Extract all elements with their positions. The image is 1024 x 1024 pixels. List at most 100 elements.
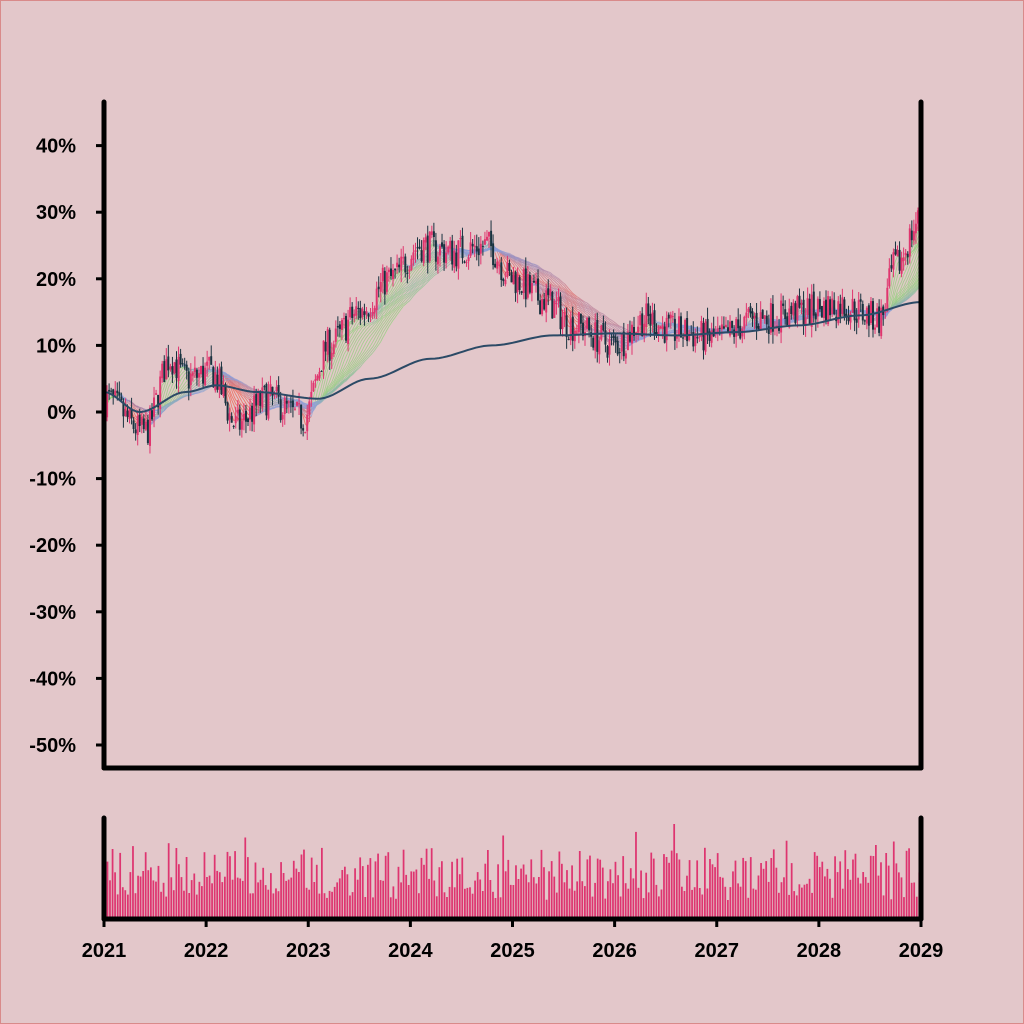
ribbon-segment xyxy=(423,264,427,267)
ribbon-segment xyxy=(325,369,329,379)
ribbon-segment xyxy=(541,287,545,290)
ribbon-segment xyxy=(907,287,911,292)
ribbon-segment xyxy=(554,288,557,292)
ribbon-segment xyxy=(382,311,386,315)
ribbon-segment xyxy=(905,278,909,283)
ribbon-segment xyxy=(239,386,243,390)
ribbon-segment xyxy=(227,379,230,384)
ribbon-segment xyxy=(339,366,343,373)
ribbon-segment xyxy=(502,262,506,269)
ribbon-segment xyxy=(413,282,416,285)
ribbon-segment xyxy=(310,410,314,414)
ribbon-segment xyxy=(245,394,249,397)
ribbon-segment xyxy=(392,298,396,302)
ribbon-segment xyxy=(411,284,414,287)
ribbon-segment xyxy=(235,394,239,399)
ribbon-segment xyxy=(227,380,230,386)
ribbon-segment xyxy=(899,298,902,302)
ribbon-segment xyxy=(909,281,913,286)
ribbon-segment xyxy=(746,326,749,329)
ribbon-segment xyxy=(388,304,392,308)
ribbon-segment xyxy=(890,292,894,301)
ribbon-segment xyxy=(394,298,398,302)
ribbon-segment xyxy=(899,286,903,292)
ribbon-segment xyxy=(915,246,919,252)
ribbon-segment xyxy=(484,241,488,247)
ribbon-segment xyxy=(431,252,435,255)
ribbon-segment xyxy=(511,261,514,265)
ribbon-segment xyxy=(394,290,398,294)
ribbon-segment xyxy=(392,294,396,298)
ribbon-segment xyxy=(178,395,181,399)
ribbon-segment xyxy=(415,262,418,266)
ribbon-segment xyxy=(586,314,590,317)
ribbon-segment xyxy=(519,264,523,268)
ribbon-segment xyxy=(903,282,907,288)
ribbon-segment xyxy=(325,378,329,388)
ribbon-segment xyxy=(169,384,173,391)
ribbon-segment xyxy=(374,320,377,323)
ribbon-segment xyxy=(384,305,388,309)
ribbon-segment xyxy=(368,322,371,326)
ribbon-segment xyxy=(335,352,339,358)
ribbon-segment xyxy=(409,284,412,288)
ribbon-segment xyxy=(337,380,341,385)
ribbon-segment xyxy=(235,385,238,387)
ribbon-segment xyxy=(417,271,420,275)
ribbon-segment xyxy=(750,326,753,329)
ribbon-segment xyxy=(897,278,901,286)
ribbon-segment xyxy=(325,387,329,394)
ribbon-segment xyxy=(386,306,390,310)
ribbon-segment xyxy=(388,302,392,306)
ribbon-segment xyxy=(396,284,400,289)
ribbon-segment xyxy=(390,304,394,307)
ribbon-segment xyxy=(372,327,375,331)
ribbon-segment xyxy=(245,403,249,407)
ribbon-segment xyxy=(355,336,359,341)
ribbon-segment xyxy=(531,268,535,272)
ribbon-segment xyxy=(564,300,567,304)
ribbon-segment xyxy=(366,334,369,338)
ribbon-segment xyxy=(382,306,386,309)
ribbon-segment xyxy=(245,398,249,403)
ribbon-segment xyxy=(225,378,229,385)
ribbon-segment xyxy=(370,326,373,330)
ribbon-segment xyxy=(415,263,418,268)
ribbon-segment xyxy=(341,344,345,349)
ribbon-segment xyxy=(329,386,333,390)
ribbon-segment xyxy=(533,270,537,273)
ribbon-segment xyxy=(180,382,183,387)
ribbon-segment xyxy=(431,249,435,253)
ribbon-segment xyxy=(913,256,917,263)
ribbon-segment xyxy=(396,293,400,297)
ribbon-segment xyxy=(562,300,565,303)
ribbon-segment xyxy=(341,348,345,354)
ribbon-segment xyxy=(310,409,314,413)
ribbon-segment xyxy=(909,267,913,274)
ribbon-segment xyxy=(325,362,329,371)
ribbon-segment xyxy=(398,287,402,292)
ribbon-segment xyxy=(402,290,406,294)
ribbon-segment xyxy=(349,348,353,353)
ribbon-segment xyxy=(895,263,898,274)
ribbon-segment xyxy=(166,404,169,407)
ribbon-segment xyxy=(409,282,412,285)
ribbon-segment xyxy=(349,330,353,332)
ribbon-segment xyxy=(529,269,533,272)
ribbon-segment xyxy=(180,386,183,390)
ribbon-segment xyxy=(394,292,398,296)
ribbon-segment xyxy=(574,313,578,317)
ribbon-segment xyxy=(398,284,402,289)
ribbon-segment xyxy=(911,273,915,280)
ribbon-segment xyxy=(901,294,904,297)
ribbon-segment xyxy=(302,413,306,418)
ribbon-segment xyxy=(905,283,909,287)
ribbon-segment xyxy=(509,256,512,259)
ribbon-segment xyxy=(895,296,898,302)
ribbon-segment xyxy=(235,382,239,385)
ribbon-segment xyxy=(484,245,488,247)
ribbon-segment xyxy=(241,394,245,397)
ribbon-segment xyxy=(357,337,361,342)
ribbon-segment xyxy=(905,289,909,293)
ribbon-segment xyxy=(390,293,394,297)
